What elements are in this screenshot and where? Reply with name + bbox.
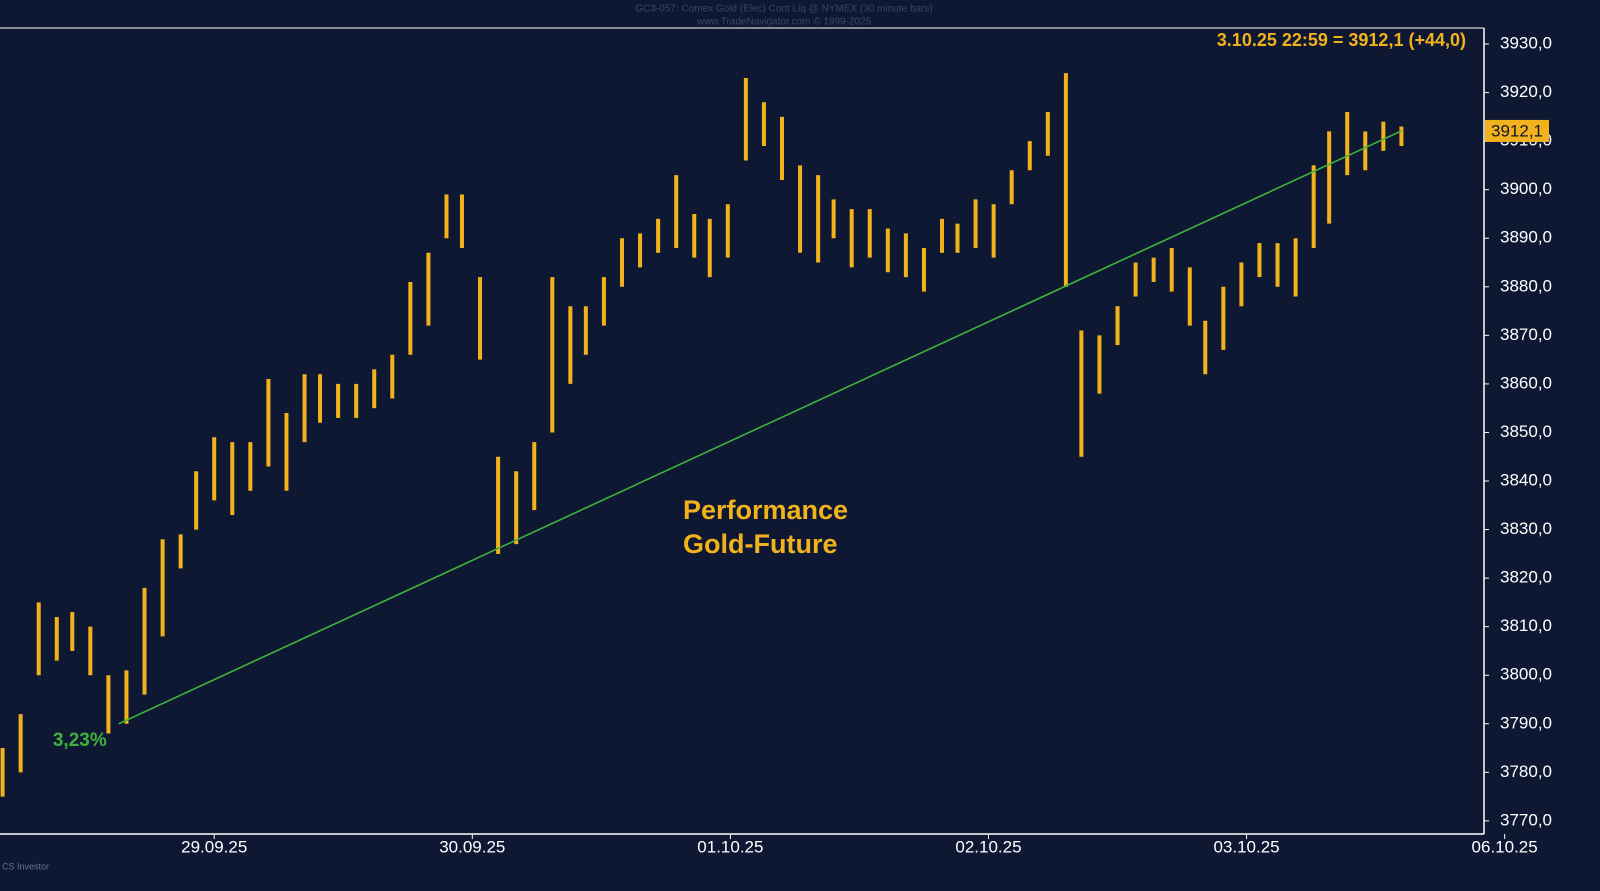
y-tick-label: 3840,0 xyxy=(1500,470,1552,489)
footer: CS Investor xyxy=(2,861,49,871)
price-tag xyxy=(1485,119,1549,142)
y-tick-label: 3880,0 xyxy=(1500,276,1552,295)
x-tick-label: 02.10.25 xyxy=(955,837,1021,856)
annotation: Performance xyxy=(683,495,848,525)
y-tick-label: 3890,0 xyxy=(1500,228,1552,247)
y-tick-label: 3800,0 xyxy=(1500,665,1552,684)
y-tick-label: 3870,0 xyxy=(1500,325,1552,344)
x-tick-label: 29.09.25 xyxy=(181,837,247,856)
y-tick-label: 3820,0 xyxy=(1500,568,1552,587)
trend-label: 3,23% xyxy=(53,730,107,751)
annotation: Gold-Future xyxy=(683,529,837,559)
y-tick-label: 3850,0 xyxy=(1500,422,1552,441)
y-tick-label: 3930,0 xyxy=(1500,34,1552,53)
y-tick-label: 3770,0 xyxy=(1500,810,1552,829)
y-tick-label: 3780,0 xyxy=(1500,762,1552,781)
y-tick-label: 3860,0 xyxy=(1500,373,1552,392)
x-tick-label: 30.09.25 xyxy=(439,837,505,856)
y-tick-label: 3790,0 xyxy=(1500,713,1552,732)
y-tick-label: 3810,0 xyxy=(1500,616,1552,635)
chart-subtitle: www.TradeNavigator.com © 1999-2025 xyxy=(696,17,872,28)
x-tick-label: 06.10.25 xyxy=(1472,837,1538,856)
chart-title: GC3-057: Comex Gold (Elec) Cont Liq @ NY… xyxy=(635,4,932,15)
last-quote: 3.10.25 22:59 = 3912,1 (+44,0) xyxy=(1217,30,1466,50)
y-tick-label: 3830,0 xyxy=(1500,519,1552,538)
x-tick-label: 01.10.25 xyxy=(697,837,763,856)
y-tick-label: 3900,0 xyxy=(1500,179,1552,198)
y-tick-label: 3920,0 xyxy=(1500,82,1552,101)
trend-line xyxy=(118,130,1402,725)
x-tick-label: 03.10.25 xyxy=(1213,837,1279,856)
price-tag-label: 3912,1 xyxy=(1491,121,1543,140)
